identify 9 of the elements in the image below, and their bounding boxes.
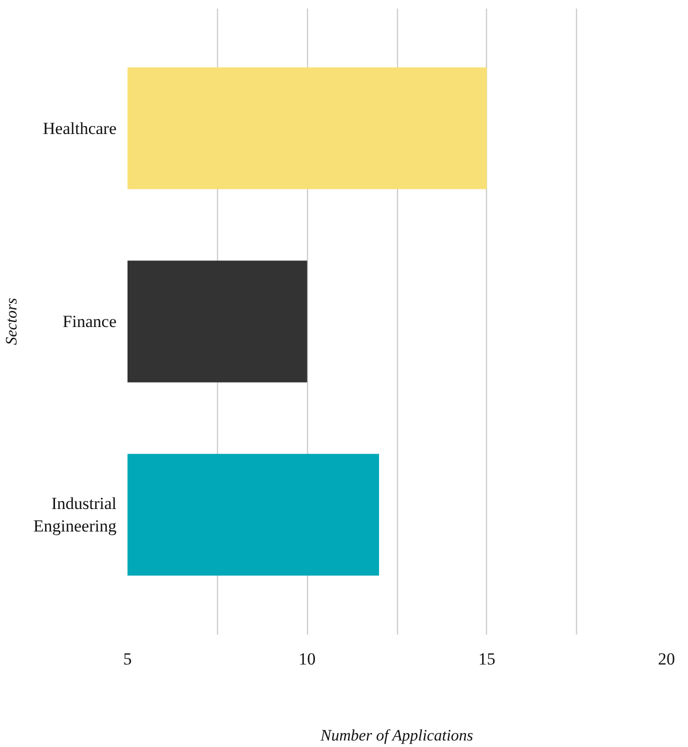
y-axis-title: Sectors (3, 298, 20, 346)
x-tick-label: 10 (298, 650, 316, 668)
x-tick-label: 15 (478, 650, 496, 668)
y-tick-label: Industrial Engineering (33, 494, 117, 536)
x-tick-label: 5 (123, 650, 132, 668)
x-tick-label: 20 (658, 650, 675, 668)
x-axis-title: Number of Applications (320, 728, 474, 744)
y-tick-label: Healthcare (42, 118, 117, 138)
y-tick-label: Finance (62, 312, 117, 331)
